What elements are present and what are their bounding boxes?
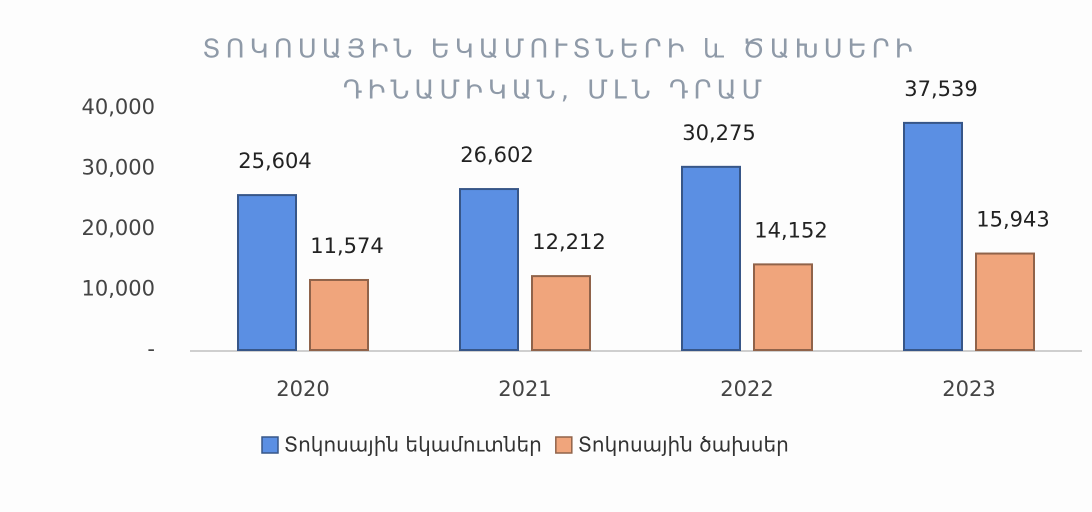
bar	[459, 188, 519, 351]
bar	[309, 278, 369, 351]
y-tick-label: -	[147, 337, 155, 361]
x-tick-label: 2020	[276, 377, 329, 401]
legend-label: Տոկոսային եկամուտներ	[284, 433, 542, 457]
legend-swatch	[555, 436, 573, 454]
x-tick-label: 2023	[942, 377, 995, 401]
data-label: 37,539	[904, 77, 977, 101]
bar	[681, 165, 741, 351]
chart-title: ԴԻՆԱՄԻԿԱՆ, ՄԼՆ ԴՐԱՄ	[343, 76, 767, 106]
data-label: 15,943	[976, 208, 1049, 232]
chart-title: ՏՈԿՈՍԱՅԻՆ ԵԿԱՄՈՒՏՆԵՐԻ և ԾԱԽՍԵՐԻ	[202, 35, 917, 65]
y-tick-label: 20,000	[82, 216, 155, 240]
bar	[753, 263, 813, 351]
x-tick-label: 2021	[498, 377, 551, 401]
y-tick-label: 10,000	[82, 277, 155, 301]
legend-swatch	[261, 436, 279, 454]
y-tick-label: 30,000	[82, 156, 155, 180]
y-tick-label: 40,000	[82, 95, 155, 119]
bar	[531, 275, 591, 351]
data-label: 26,602	[460, 143, 533, 167]
bar	[237, 194, 297, 351]
data-label: 11,574	[310, 234, 383, 258]
data-label: 25,604	[238, 149, 311, 173]
legend-label: Տոկոսային ծախսեր	[578, 433, 789, 457]
data-label: 30,275	[682, 121, 755, 145]
x-tick-label: 2022	[720, 377, 773, 401]
bar	[975, 252, 1035, 351]
data-label: 12,212	[532, 230, 605, 254]
data-label: 14,152	[754, 218, 827, 242]
bar	[903, 121, 963, 351]
